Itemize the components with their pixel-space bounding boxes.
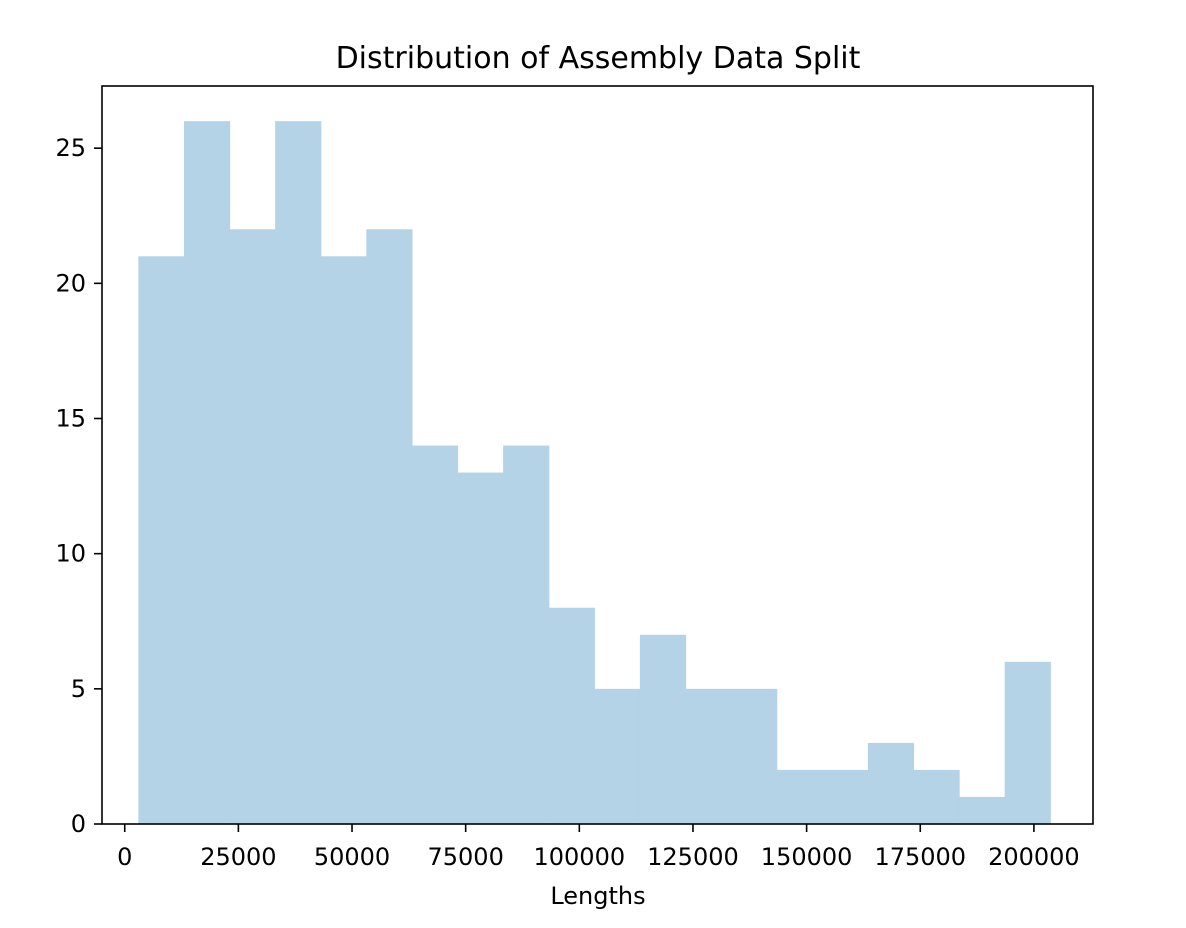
histogram-bar <box>548 607 595 824</box>
histogram-bar <box>822 769 869 824</box>
y-tick-label: 25 <box>55 134 86 162</box>
x-tick-label: 175000 <box>874 843 966 871</box>
histogram-bar <box>275 121 322 824</box>
plot-frame <box>101 85 1094 825</box>
x-tick-label: 200000 <box>988 843 1080 871</box>
histogram-bar <box>959 796 1006 824</box>
histogram-bar <box>776 769 823 824</box>
x-tick-label: 125000 <box>647 843 739 871</box>
histogram-bar <box>457 472 504 824</box>
y-tick-label: 0 <box>71 810 86 838</box>
y-tick-label: 10 <box>55 540 86 568</box>
histogram-bar <box>411 445 459 824</box>
x-tick-label: 75000 <box>427 843 503 871</box>
histogram-bar <box>685 688 732 824</box>
histogram-bar <box>913 769 960 824</box>
histogram-bar <box>731 688 778 824</box>
histogram-bar <box>320 256 367 824</box>
y-tick-label: 20 <box>55 269 86 297</box>
histogram-bar <box>639 634 687 824</box>
histogram-bar <box>366 229 413 824</box>
x-tick-label: 0 <box>117 843 132 871</box>
x-tick-label: 25000 <box>200 843 276 871</box>
histogram-bar <box>503 445 550 824</box>
histogram-bar <box>867 742 915 824</box>
x-tick-label: 100000 <box>534 843 626 871</box>
y-tick-label: 15 <box>55 405 86 433</box>
histogram-bar <box>1004 661 1051 824</box>
histogram-bar <box>183 121 231 824</box>
histogram-bars <box>138 121 1051 824</box>
y-tick-label: 5 <box>71 675 86 703</box>
histogram-bar <box>594 688 641 824</box>
chart-title: Distribution of Assembly Data Split <box>336 41 861 76</box>
histogram-bar <box>229 229 276 824</box>
histogram-bar <box>138 256 185 824</box>
x-axis-ticks: 0 25000 50000 75000 100000 125000 150000 175000… <box>117 824 1080 871</box>
y-axis-ticks: 0 5 10 15 20 25 <box>55 134 102 838</box>
x-tick-label: 50000 <box>314 843 390 871</box>
x-tick-label: 150000 <box>761 843 853 871</box>
x-axis-label: Lengths <box>550 882 645 910</box>
